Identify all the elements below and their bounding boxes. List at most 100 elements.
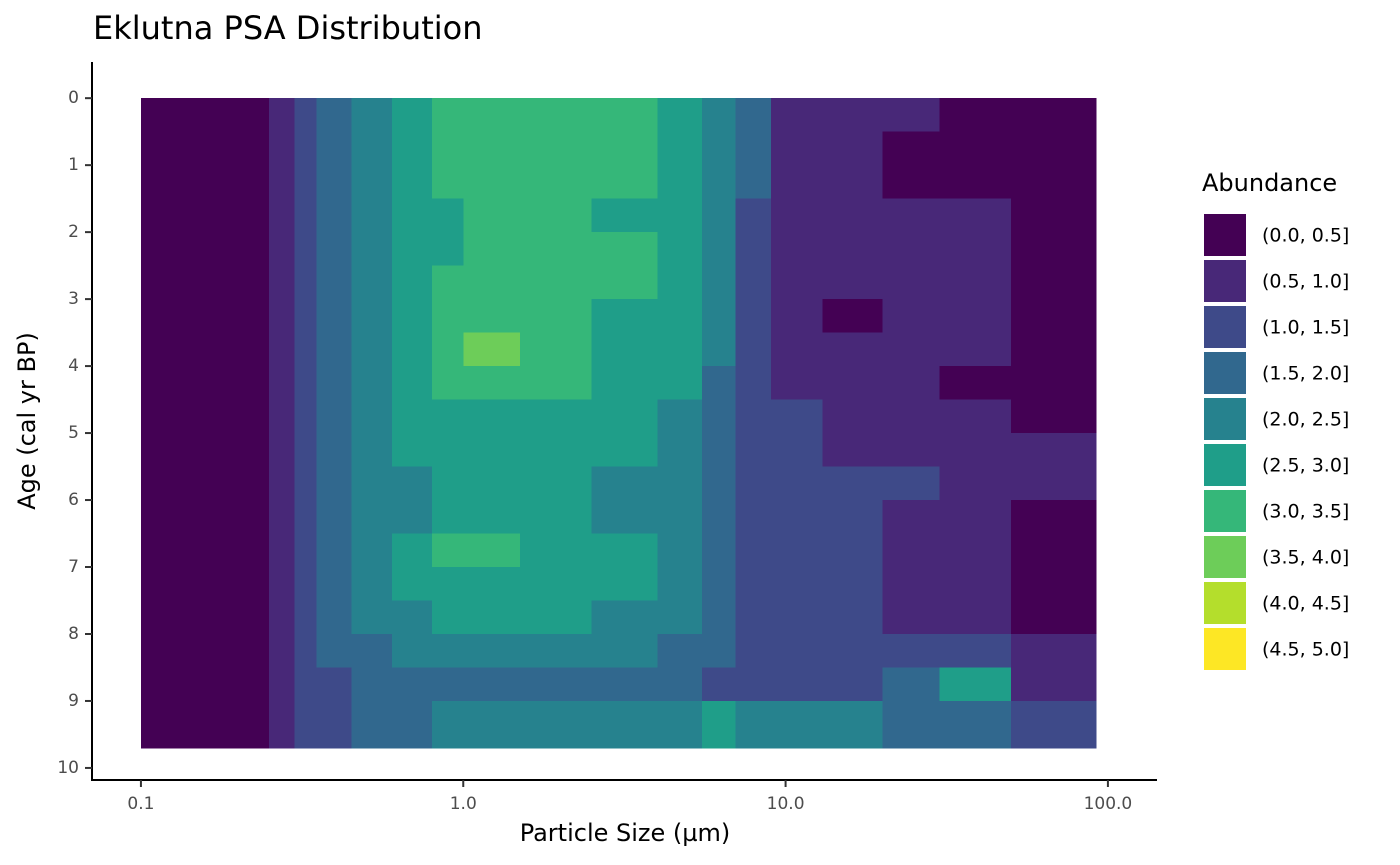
contour-cell bbox=[351, 332, 393, 367]
contour-cell bbox=[391, 265, 433, 300]
contour-cell bbox=[735, 265, 772, 300]
contour-cell bbox=[939, 265, 1012, 300]
contour-cell bbox=[316, 366, 352, 401]
contour-cell bbox=[269, 433, 296, 468]
contour-cell bbox=[939, 98, 1012, 133]
contour-cell bbox=[520, 198, 593, 233]
x-tick-label: 1.0 bbox=[450, 794, 477, 814]
contour-cell bbox=[520, 366, 593, 401]
contour-cell bbox=[520, 98, 593, 133]
contour-cell bbox=[701, 667, 737, 702]
contour-cell bbox=[294, 299, 317, 334]
contour-cell bbox=[432, 633, 464, 668]
contour-cell bbox=[882, 366, 940, 401]
contour-cell bbox=[391, 466, 433, 501]
legend-label: (2.5, 3.0] bbox=[1262, 455, 1349, 477]
contour-cell bbox=[701, 232, 737, 267]
contour-cell bbox=[351, 500, 393, 535]
contour-cell bbox=[735, 633, 772, 668]
legend-label: (3.0, 3.5] bbox=[1262, 501, 1349, 523]
contour-cell bbox=[140, 399, 270, 434]
contour-cell bbox=[269, 265, 296, 300]
contour-cell bbox=[591, 500, 658, 535]
contour-cell bbox=[822, 232, 884, 267]
contour-cell bbox=[822, 433, 884, 468]
contour-cell bbox=[770, 366, 823, 401]
contour-cell bbox=[939, 399, 1012, 434]
y-tick-label: 4 bbox=[68, 356, 79, 376]
contour-cell bbox=[701, 600, 737, 635]
contour-cell bbox=[1010, 299, 1097, 334]
contour-cell bbox=[463, 466, 521, 501]
contour-cell bbox=[463, 700, 521, 749]
contour-cell bbox=[316, 700, 352, 749]
contour-cell bbox=[432, 198, 464, 233]
y-tick-label: 5 bbox=[68, 423, 79, 443]
contour-cell bbox=[351, 466, 393, 501]
contour-cell bbox=[882, 299, 940, 334]
contour-cell bbox=[351, 700, 393, 749]
contour-cell bbox=[140, 633, 270, 668]
legend-title: Abundance bbox=[1202, 169, 1337, 197]
contour-cell bbox=[316, 232, 352, 267]
contour-cell bbox=[351, 366, 393, 401]
contour-cell bbox=[701, 265, 737, 300]
contour-cell bbox=[770, 332, 823, 367]
contour-cell bbox=[1010, 500, 1097, 535]
contour-cell bbox=[822, 332, 884, 367]
contour-cell bbox=[770, 98, 823, 133]
legend-label: (3.5, 4.0] bbox=[1262, 547, 1349, 569]
contour-cell bbox=[391, 399, 433, 434]
contour-cell bbox=[432, 500, 464, 535]
contour-cell bbox=[591, 700, 658, 749]
legend-label: (1.5, 2.0] bbox=[1262, 363, 1349, 385]
contour-cell bbox=[735, 332, 772, 367]
contour-cell bbox=[1010, 232, 1097, 267]
contour-cell bbox=[432, 600, 464, 635]
contour-cell bbox=[294, 700, 317, 749]
x-tick-label: 100.0 bbox=[1084, 794, 1133, 814]
contour-cell bbox=[701, 366, 737, 401]
contour-cell bbox=[701, 433, 737, 468]
contour-cell bbox=[701, 299, 737, 334]
contour-cell bbox=[269, 366, 296, 401]
contour-cell bbox=[351, 131, 393, 166]
contour-cell bbox=[770, 198, 823, 233]
contour-cell bbox=[140, 500, 270, 535]
contour-cell bbox=[822, 366, 884, 401]
contour-cell bbox=[463, 399, 521, 434]
contour-cell bbox=[701, 332, 737, 367]
contour-cell bbox=[822, 667, 884, 702]
contour-cell bbox=[351, 433, 393, 468]
contour-cell bbox=[140, 667, 270, 702]
contour-cell bbox=[591, 633, 658, 668]
contour-cell bbox=[735, 466, 772, 501]
contour-cell bbox=[591, 131, 658, 166]
contour-cell bbox=[520, 265, 593, 300]
contour-cell bbox=[591, 667, 658, 702]
contour-cell bbox=[657, 165, 703, 200]
y-tick-label: 2 bbox=[68, 222, 79, 242]
contour-cell bbox=[657, 667, 703, 702]
contour-cell bbox=[391, 500, 433, 535]
contour-cell bbox=[882, 232, 940, 267]
contour-cell bbox=[1010, 265, 1097, 300]
contour-cell bbox=[1010, 433, 1097, 468]
contour-cell bbox=[269, 332, 296, 367]
contour-cell bbox=[591, 232, 658, 267]
contour-cell bbox=[657, 232, 703, 267]
contour-cell bbox=[316, 131, 352, 166]
contour-cell bbox=[294, 567, 317, 601]
contour-cell bbox=[140, 299, 270, 334]
contour-cell bbox=[770, 500, 823, 535]
legend-label: (2.0, 2.5] bbox=[1262, 409, 1349, 431]
contour-cell bbox=[939, 600, 1012, 635]
contour-cell bbox=[735, 700, 772, 749]
x-tick-label: 0.1 bbox=[127, 794, 154, 814]
contour-cell bbox=[351, 98, 393, 133]
contour-cell bbox=[657, 466, 703, 501]
contour-cell bbox=[657, 433, 703, 468]
contour-cell bbox=[316, 533, 352, 568]
contour-cell bbox=[432, 165, 464, 200]
